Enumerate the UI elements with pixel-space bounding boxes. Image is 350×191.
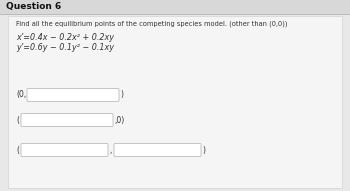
Text: Find all the equilibrium points of the competing species model. (other than (0,0: Find all the equilibrium points of the c… <box>16 21 287 27</box>
Text: (: ( <box>16 146 19 155</box>
FancyBboxPatch shape <box>8 16 342 188</box>
FancyBboxPatch shape <box>21 143 108 156</box>
Text: ): ) <box>202 146 205 155</box>
Text: x’=0.4x − 0.2x² + 0.2xy: x’=0.4x − 0.2x² + 0.2xy <box>16 33 114 43</box>
Text: (: ( <box>16 116 19 125</box>
FancyBboxPatch shape <box>114 143 201 156</box>
Text: ,: , <box>109 146 111 155</box>
FancyBboxPatch shape <box>27 88 119 101</box>
Text: ,0): ,0) <box>114 116 124 125</box>
Text: Question 6: Question 6 <box>6 2 61 11</box>
FancyBboxPatch shape <box>21 113 113 126</box>
Text: y’=0.6y − 0.1y² − 0.1xy: y’=0.6y − 0.1y² − 0.1xy <box>16 44 114 53</box>
Text: (0,: (0, <box>16 91 26 100</box>
FancyBboxPatch shape <box>0 0 350 14</box>
Text: ): ) <box>120 91 123 100</box>
